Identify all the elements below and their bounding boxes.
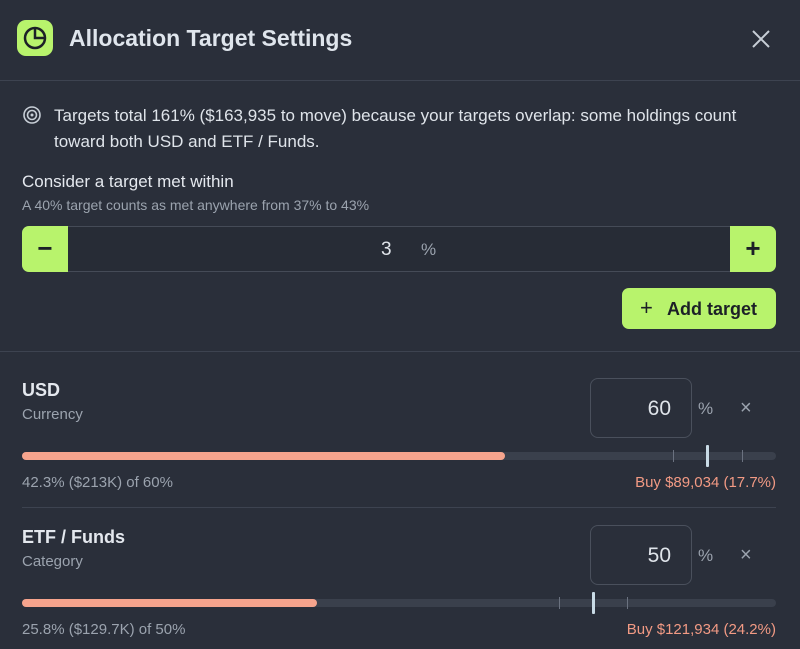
overlap-notice: Targets total 161% ($163,935 to move) be…	[54, 106, 737, 151]
target-input[interactable]: 50	[590, 525, 692, 585]
target-input[interactable]: 60	[590, 378, 692, 438]
dialog-title: Allocation Target Settings	[69, 25, 353, 51]
tolerance-hint: A 40% target counts as met anywhere from…	[22, 197, 370, 213]
target-kind: Currency	[22, 406, 83, 423]
tolerance-tick	[673, 450, 675, 462]
app-icon	[17, 20, 53, 56]
close-button[interactable]	[750, 28, 772, 50]
remove-target[interactable]: ×	[740, 544, 752, 566]
target-row: USD Currency 60% × 42.3% ($213K) of 60% Buy $…	[0, 352, 800, 508]
remove-target[interactable]: ×	[740, 397, 752, 419]
target-value: 50	[647, 544, 671, 567]
tolerance-label: Consider a target met within	[22, 172, 234, 191]
target-marker	[705, 445, 709, 467]
target-unit: %	[698, 399, 714, 418]
divider	[0, 80, 800, 81]
target-row: ETF / Funds Category 50% × 25.8% ($129.7K) o…	[0, 499, 800, 646]
rebalance-action: Buy $121,934 (24.2%)	[626, 621, 776, 638]
divider	[22, 507, 776, 508]
tolerance-stepper: − 3 % +	[22, 226, 776, 272]
tolerance-tick	[741, 450, 743, 462]
pie-icon	[23, 26, 47, 50]
progress-fill	[22, 452, 506, 460]
target-name: ETF / Funds	[22, 527, 125, 547]
progress-track	[22, 445, 776, 467]
target-unit: %	[698, 546, 714, 565]
target-name: USD	[22, 380, 61, 400]
increment-button[interactable]: +	[730, 226, 776, 272]
target-value: 60	[647, 397, 671, 420]
rebalance-action: Buy $89,034 (17.7%)	[635, 474, 776, 491]
progress-summary: 25.8% ($129.7K) of 50%	[22, 621, 186, 638]
divider	[0, 351, 800, 352]
tolerance-value[interactable]: 3	[381, 239, 392, 260]
progress-fill	[22, 599, 317, 607]
decrement-button[interactable]: −	[22, 226, 68, 272]
add-target-label: Add target	[667, 299, 757, 319]
progress-track	[22, 592, 776, 614]
target-marker	[591, 592, 595, 614]
add-target-button[interactable]: + Add target	[622, 288, 776, 329]
tolerance-unit: %	[421, 240, 437, 259]
progress-summary: 42.3% ($213K) of 60%	[22, 474, 173, 491]
tolerance-tick	[558, 597, 560, 609]
target-kind: Category	[22, 553, 83, 570]
tolerance-tick	[627, 597, 629, 609]
target-icon	[23, 106, 41, 124]
